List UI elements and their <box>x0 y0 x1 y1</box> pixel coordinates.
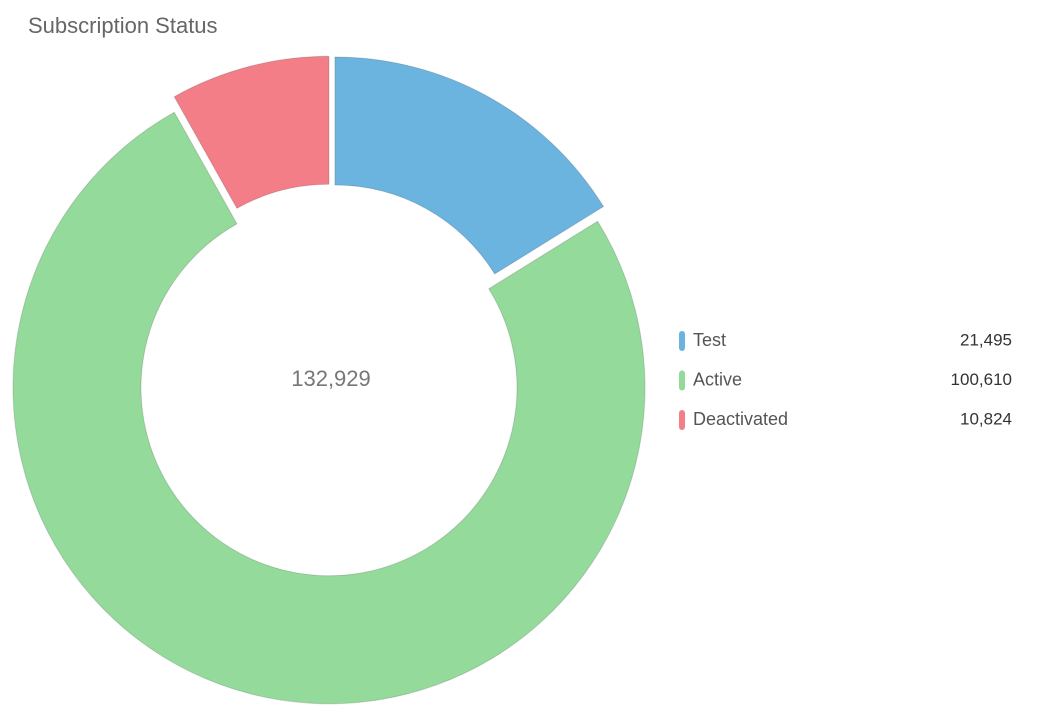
chart-title: Subscription Status <box>28 13 218 38</box>
donut-slice <box>12 111 646 705</box>
legend-value: 10,824 <box>960 409 1012 428</box>
legend-label: Deactivated <box>693 409 788 429</box>
legend-swatch <box>679 370 685 391</box>
donut-slice <box>334 56 604 275</box>
legend-value: 100,610 <box>951 370 1012 389</box>
center-total: 132,929 <box>291 366 371 391</box>
legend-swatch <box>679 331 685 351</box>
legend-value: 21,495 <box>960 330 1012 349</box>
legend-swatch <box>679 410 685 430</box>
legend-label: Active <box>693 369 742 389</box>
donut-slice <box>173 55 330 209</box>
legend-label: Test <box>693 330 726 350</box>
